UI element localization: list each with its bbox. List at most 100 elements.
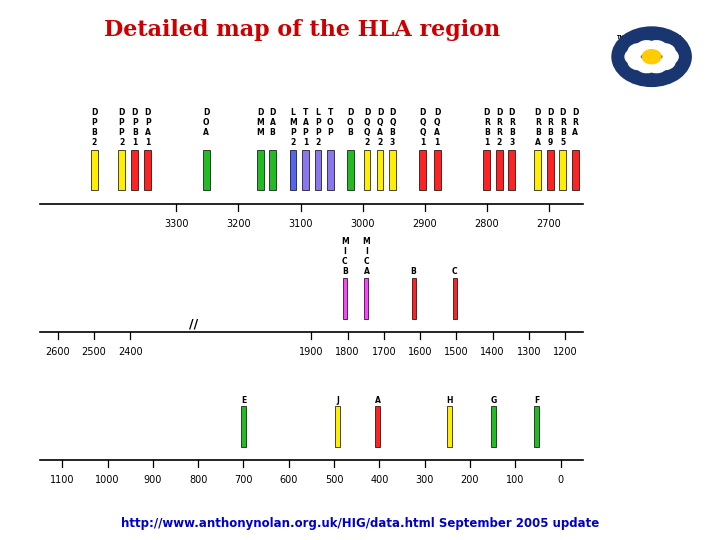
Text: 2500: 2500 bbox=[81, 347, 107, 357]
Bar bbox=[377, 150, 384, 190]
Text: F: F bbox=[534, 396, 539, 405]
Text: D
M
M: D M M bbox=[256, 108, 264, 147]
Ellipse shape bbox=[628, 57, 644, 70]
Text: 1400: 1400 bbox=[480, 347, 505, 357]
Text: D
Q
A
2: D Q A 2 bbox=[377, 108, 383, 147]
Text: Detailed map of the HLA region: Detailed map of the HLA region bbox=[104, 19, 500, 41]
Text: Where leukaemia meets its match: Where leukaemia meets its match bbox=[616, 52, 686, 56]
Text: 3200: 3200 bbox=[226, 219, 251, 229]
Text: BONE MARROW TRUST: BONE MARROW TRUST bbox=[616, 43, 683, 49]
Bar bbox=[447, 406, 452, 447]
Text: D
R
A: D R A bbox=[572, 108, 578, 147]
Text: 1600: 1600 bbox=[408, 347, 433, 357]
Bar bbox=[433, 150, 441, 190]
Ellipse shape bbox=[649, 40, 667, 52]
Circle shape bbox=[612, 27, 691, 86]
Bar bbox=[572, 150, 579, 190]
Text: D
Q
Q
2: D Q Q 2 bbox=[364, 108, 370, 147]
Bar bbox=[327, 150, 334, 190]
Text: THE ANTHONY NOLAN: THE ANTHONY NOLAN bbox=[616, 35, 681, 40]
Text: D
O
A: D O A bbox=[203, 108, 210, 147]
Text: 1500: 1500 bbox=[444, 347, 469, 357]
Text: L
M
P
2: L M P 2 bbox=[289, 108, 297, 147]
Bar bbox=[336, 406, 340, 447]
Bar bbox=[496, 150, 503, 190]
Text: D
Q
Q
1: D Q Q 1 bbox=[420, 108, 426, 147]
Bar bbox=[364, 278, 369, 319]
Text: 3000: 3000 bbox=[351, 219, 375, 229]
Bar bbox=[376, 406, 380, 447]
Text: 3100: 3100 bbox=[288, 219, 312, 229]
Ellipse shape bbox=[659, 57, 675, 70]
Text: D
R
B
A: D R B A bbox=[535, 108, 541, 147]
Bar bbox=[389, 150, 396, 190]
Text: 100: 100 bbox=[506, 475, 524, 485]
Text: 1800: 1800 bbox=[336, 347, 360, 357]
Text: 2700: 2700 bbox=[536, 219, 562, 229]
Bar bbox=[364, 150, 370, 190]
Text: 1200: 1200 bbox=[553, 347, 577, 357]
Bar bbox=[257, 150, 264, 190]
Ellipse shape bbox=[663, 50, 678, 64]
Text: //: // bbox=[189, 318, 198, 330]
Bar bbox=[315, 150, 321, 190]
Bar bbox=[144, 150, 151, 190]
Text: 700: 700 bbox=[234, 475, 253, 485]
Ellipse shape bbox=[649, 61, 667, 73]
Bar bbox=[241, 406, 246, 447]
Text: D
R
B
1: D R B 1 bbox=[484, 108, 490, 147]
Bar bbox=[269, 150, 276, 190]
Text: D
R
B
9: D R B 9 bbox=[547, 108, 554, 147]
Text: E: E bbox=[240, 396, 246, 405]
Bar bbox=[131, 150, 138, 190]
Text: http://www.anthonynolan.org.uk/HIG/data.html September 2005 update: http://www.anthonynolan.org.uk/HIG/data.… bbox=[121, 517, 599, 530]
Text: L
P
P
2: L P P 2 bbox=[315, 108, 321, 147]
Text: T
A
P
1: T A P 1 bbox=[302, 108, 308, 147]
Bar bbox=[203, 150, 210, 190]
Circle shape bbox=[642, 50, 661, 64]
Bar bbox=[534, 406, 539, 447]
Ellipse shape bbox=[628, 44, 644, 57]
Bar bbox=[508, 150, 516, 190]
Text: D
Q
B
3: D Q B 3 bbox=[390, 108, 396, 147]
Bar bbox=[420, 150, 426, 190]
Bar bbox=[118, 150, 125, 190]
Text: B: B bbox=[410, 267, 416, 276]
Text: D
O
B: D O B bbox=[347, 108, 354, 147]
Text: 2900: 2900 bbox=[413, 219, 437, 229]
Text: 300: 300 bbox=[415, 475, 434, 485]
Text: 2800: 2800 bbox=[474, 219, 499, 229]
Text: D
Q
A
1: D Q A 1 bbox=[434, 108, 441, 147]
Text: 1000: 1000 bbox=[95, 475, 120, 485]
Text: 800: 800 bbox=[189, 475, 207, 485]
Bar bbox=[559, 150, 566, 190]
Bar bbox=[534, 150, 541, 190]
Bar bbox=[492, 406, 497, 447]
Text: 200: 200 bbox=[461, 475, 480, 485]
Text: M
I
C
A: M I C A bbox=[363, 238, 370, 276]
Text: D
R
B
3: D R B 3 bbox=[508, 108, 515, 147]
Text: 3300: 3300 bbox=[164, 219, 189, 229]
Text: 2600: 2600 bbox=[45, 347, 70, 357]
Text: G: G bbox=[491, 396, 497, 405]
Text: D
P
A
1: D P A 1 bbox=[145, 108, 151, 147]
Text: 2400: 2400 bbox=[118, 347, 143, 357]
Bar bbox=[547, 150, 554, 190]
Text: D
P
B
2: D P B 2 bbox=[91, 108, 97, 147]
Text: D
R
B
5: D R B 5 bbox=[559, 108, 566, 147]
Ellipse shape bbox=[636, 40, 654, 52]
Ellipse shape bbox=[625, 50, 640, 64]
Bar bbox=[347, 150, 354, 190]
Bar bbox=[343, 278, 347, 319]
Text: 1100: 1100 bbox=[50, 475, 74, 485]
Bar bbox=[302, 150, 309, 190]
Bar bbox=[412, 278, 415, 319]
Text: C: C bbox=[451, 267, 457, 276]
Text: 0: 0 bbox=[557, 475, 564, 485]
Text: D
R
R
2: D R R 2 bbox=[496, 108, 503, 147]
Text: 1900: 1900 bbox=[299, 347, 324, 357]
Text: H: H bbox=[446, 396, 453, 405]
Text: T
O
P: T O P bbox=[327, 108, 333, 147]
Text: 400: 400 bbox=[370, 475, 389, 485]
Text: 1700: 1700 bbox=[372, 347, 396, 357]
